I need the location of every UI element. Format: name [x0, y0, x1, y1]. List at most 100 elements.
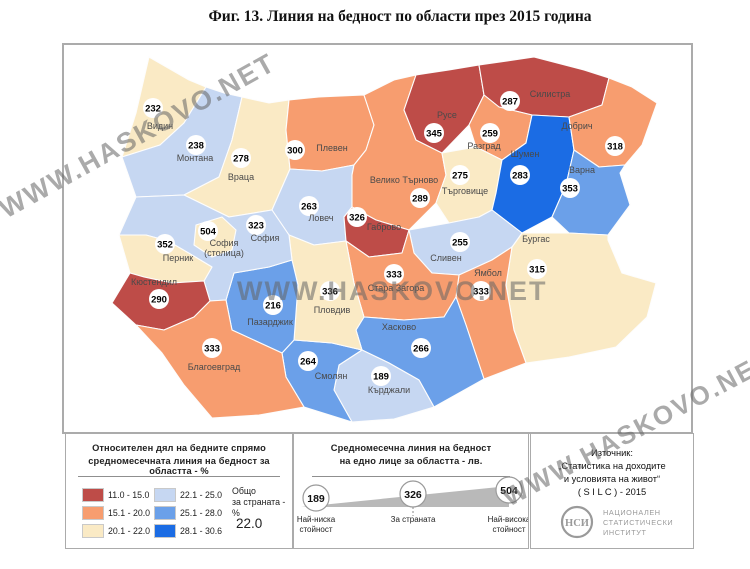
value-circle [298, 351, 318, 371]
scale-stop-326: 326 За страната [391, 480, 436, 524]
legend-range-label: 20.1 - 22.0 [108, 525, 151, 536]
institute-line2: СТАТИСТИЧЕСКИ [603, 518, 674, 527]
region-label: Шумен [511, 149, 540, 159]
legend-range-label: 11.0 - 15.0 [108, 489, 150, 500]
region-value: 333 [204, 344, 220, 355]
scale-stop-value: 326 [404, 489, 422, 501]
legend-color-swatch [82, 523, 104, 538]
region-marker-blagoevgrad: 333 Благоевград [188, 338, 241, 372]
region-value: 232 [145, 104, 161, 115]
region-label: Пловдив [314, 305, 351, 315]
total-label-line2: за страната - % [232, 497, 286, 518]
value-circle [320, 281, 340, 301]
region-label: Пазарджик [247, 317, 293, 327]
value-circle [155, 234, 175, 254]
value-circle [510, 165, 530, 185]
region-label: Благоевград [188, 362, 241, 372]
value-circle [480, 123, 500, 143]
region-label: Видин [147, 121, 173, 131]
legend-range-label: 22.1 - 25.0 [180, 489, 223, 500]
region-value: 333 [386, 270, 402, 281]
value-circle [605, 136, 625, 156]
scale-stop-label: стойност [492, 525, 525, 534]
scale-stop-label: стойност [299, 525, 332, 534]
region-varna [551, 149, 631, 236]
region-marker-plovdiv: 336 Пловдив [314, 281, 351, 315]
value-circle [500, 91, 520, 111]
scale-stop-circle [495, 476, 523, 504]
legend-share-item: 25.1 - 28.0 [154, 504, 236, 521]
legend-color-swatch [154, 523, 176, 538]
scale-stop-label: Най-ниска [297, 515, 336, 524]
region-value: 255 [452, 238, 469, 249]
region-label: Силистра [530, 89, 570, 99]
value-circle [450, 232, 470, 252]
region-value: 283 [512, 171, 528, 182]
value-circle [347, 207, 367, 227]
legend-range-label: 28.1 - 30.6 [180, 525, 223, 536]
value-circle [143, 98, 163, 118]
region-marker-stara-zagora: 333 Стара Загора [368, 264, 425, 293]
legend-line-title-line2: на едно лице за областта - лв. [339, 456, 483, 466]
scale-stop-circle [302, 484, 330, 512]
nsi-logo-icon: НСИ [560, 505, 594, 539]
region-label: Разград [467, 141, 501, 151]
region-label: Стара Загора [368, 283, 425, 293]
region-label: Хасково [382, 322, 416, 332]
region-value: 318 [607, 142, 623, 153]
region-label: Добрич [561, 121, 592, 131]
region-value: 333 [473, 287, 489, 298]
region-marker-vratsa: 278 Враца [228, 148, 254, 182]
region-blagoevgrad [135, 299, 305, 419]
country-total-label: Общо за страната - % [232, 486, 290, 519]
region-value: 263 [301, 202, 317, 213]
value-circle [231, 148, 251, 168]
institute-line1: НАЦИОНАЛЕН [603, 508, 661, 517]
legend-color-swatch [82, 505, 104, 520]
value-circle [384, 264, 404, 284]
region-label: Кюстендил [131, 277, 177, 287]
value-circle [299, 196, 319, 216]
region-label: Търговище [442, 186, 488, 196]
region-label: Велико Търново [370, 175, 438, 185]
legend-poverty-share: Относителен дял на бедните спрямо средно… [65, 433, 293, 549]
legend-share-item: 11.0 - 15.0 [82, 486, 154, 503]
region-marker-silistra: 287 Силистра [500, 89, 570, 111]
region-value: 259 [482, 129, 498, 140]
source-line1: Източник: [591, 448, 633, 458]
region-burgas [505, 232, 657, 364]
region-value: 315 [529, 265, 546, 276]
nsi-logo-monogram: НСИ [565, 518, 589, 529]
region-value: 353 [562, 184, 578, 195]
region-value: 275 [452, 171, 469, 182]
region-label: Кърджали [368, 385, 410, 395]
value-circle [527, 259, 547, 279]
value-circle [471, 281, 491, 301]
region-value: 290 [151, 295, 167, 306]
source-box: Източник: „Статистика на доходите и усло… [530, 433, 694, 549]
region-value: 300 [287, 146, 303, 157]
source-line3: и условията на живот“ [563, 474, 661, 484]
region-marker-kyustendil: 290 Кюстендил [131, 277, 177, 309]
region-marker-targovishte: 275 Търговище [442, 165, 488, 196]
value-circle [450, 165, 470, 185]
region-label: Перник [163, 253, 193, 263]
region-marker-ruse: 345 Русе [424, 110, 457, 143]
region-ruse [403, 64, 485, 154]
legend-range-label: 15.1 - 20.0 [108, 507, 151, 518]
legend-color-swatch [154, 505, 176, 520]
region-marker-burgas: 315 Бургас [522, 234, 550, 279]
value-circle [198, 221, 218, 241]
region-value: 278 [233, 154, 249, 165]
figure-title: Фиг. 13. Линия на бедност по области пре… [208, 8, 592, 25]
region-marker-veliko-tarnovo: 289 Велико Търново [370, 175, 438, 208]
value-circle [246, 215, 266, 235]
legend-swatch-grid: 11.0 - 15.0 15.1 - 20.0 20.1 - 22.0 22.1 - … [82, 486, 236, 539]
region-label: Враца [228, 172, 254, 182]
region-value: 216 [265, 301, 281, 312]
source-line2: „Статистика на доходите [558, 461, 666, 471]
value-circle [263, 295, 283, 315]
